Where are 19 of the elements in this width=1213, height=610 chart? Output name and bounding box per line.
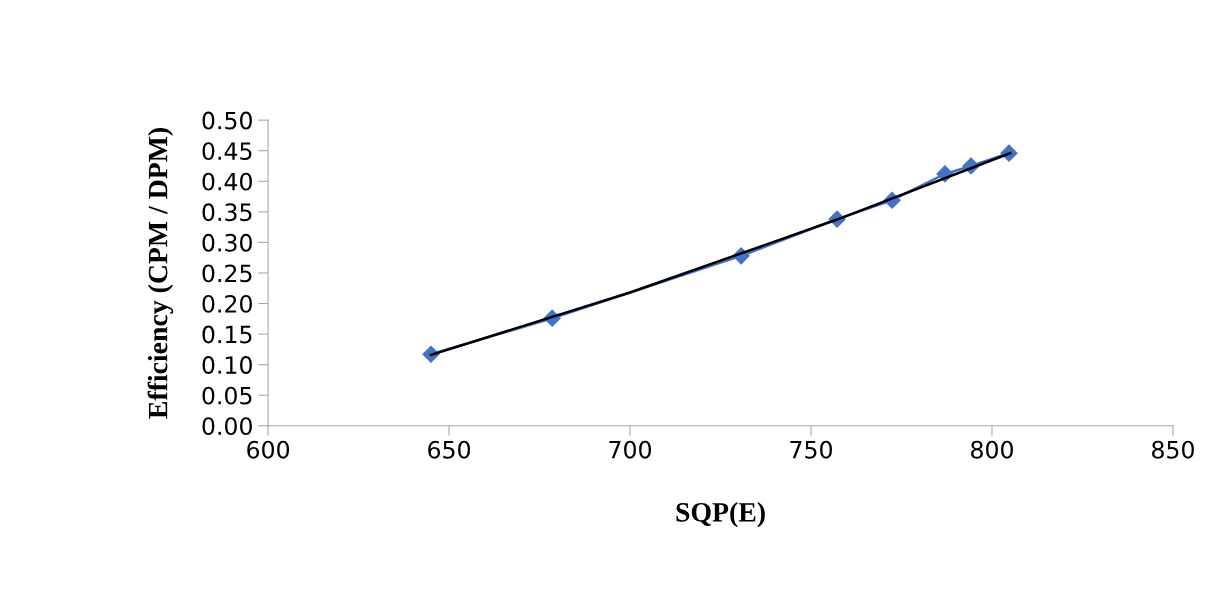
y-tick-label: 0.45 — [202, 142, 252, 161]
x-tick-label: 750 — [790, 440, 832, 459]
y-tick-label: 0.50 — [202, 111, 252, 130]
x-tick-label: 700 — [609, 440, 651, 459]
y-tick-label: 0.30 — [202, 233, 252, 252]
y-tick-label: 0.10 — [202, 356, 252, 374]
x-tick-label: 800 — [971, 440, 1013, 459]
y-tick-label: 0.35 — [202, 203, 252, 222]
y-tick-label: 0.40 — [202, 172, 252, 191]
y-tick-label: 0.25 — [202, 264, 252, 283]
x-tick-label: 650 — [428, 440, 471, 459]
y-tick-label: 0.05 — [202, 386, 252, 405]
y-tick-label: 0.20 — [202, 294, 252, 313]
x-tick-label: 850 — [1152, 440, 1194, 459]
y-tick-label: 0.00 — [202, 417, 252, 436]
x-tick-label: 600 — [247, 440, 290, 459]
x-axis-title: SQP(E) — [676, 502, 765, 528]
y-tick-label: 0.15 — [202, 325, 252, 344]
y-axis-title: Efficiency (CPM / DPM) — [147, 128, 174, 419]
